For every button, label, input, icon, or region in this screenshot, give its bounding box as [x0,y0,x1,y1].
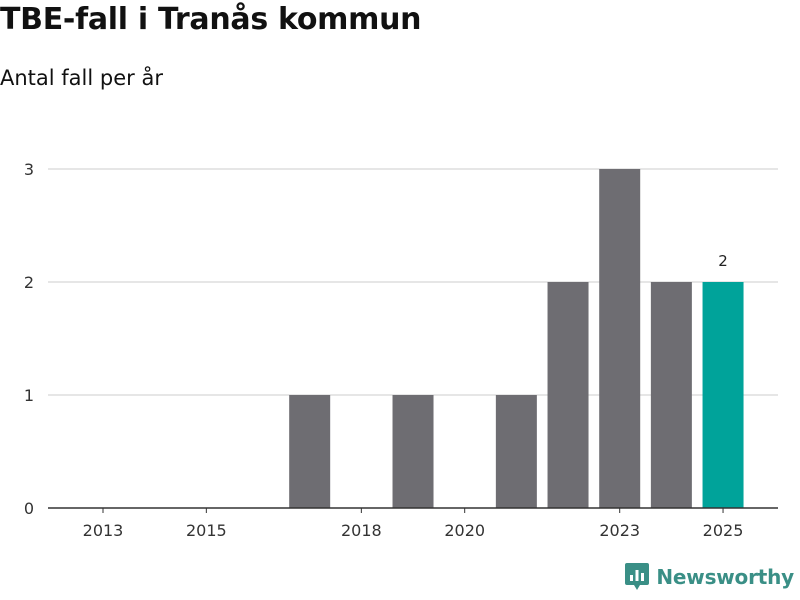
x-tick-label-2015: 2015 [186,521,227,540]
bar-2019 [392,395,434,508]
bar-2023 [599,169,641,508]
newsworthy-logo: Newsworthy [624,562,794,592]
bar-2021 [495,395,537,508]
bar-chart-badge-icon [625,563,650,590]
data-labels: 2 [718,252,728,270]
data-label-2025: 2 [718,252,728,270]
y-tick-label-2: 2 [24,273,34,292]
x-tick-label-2013: 2013 [83,521,124,540]
x-tick-label-2020: 2020 [444,521,485,540]
bar-2024 [650,282,692,508]
x-tick-label-2018: 2018 [341,521,382,540]
y-tick-label-1: 1 [24,386,34,405]
x-tick-label-2023: 2023 [599,521,640,540]
chart-title: TBE-fall i Tranås kommun [0,2,422,37]
bar-2025 [702,282,744,508]
axes: 0 1 2 3 2013 2015 2018 2020 2023 2025 [24,160,778,540]
bar-2022 [547,282,589,508]
chart-subtitle: Antal fall per år [0,66,163,90]
bars [289,169,744,508]
logo-text: Newsworthy [656,565,794,589]
y-tick-label-0: 0 [24,499,34,518]
y-tick-label-3: 3 [24,160,34,179]
x-tick-label-2025: 2025 [703,521,744,540]
bar-2017 [289,395,331,508]
